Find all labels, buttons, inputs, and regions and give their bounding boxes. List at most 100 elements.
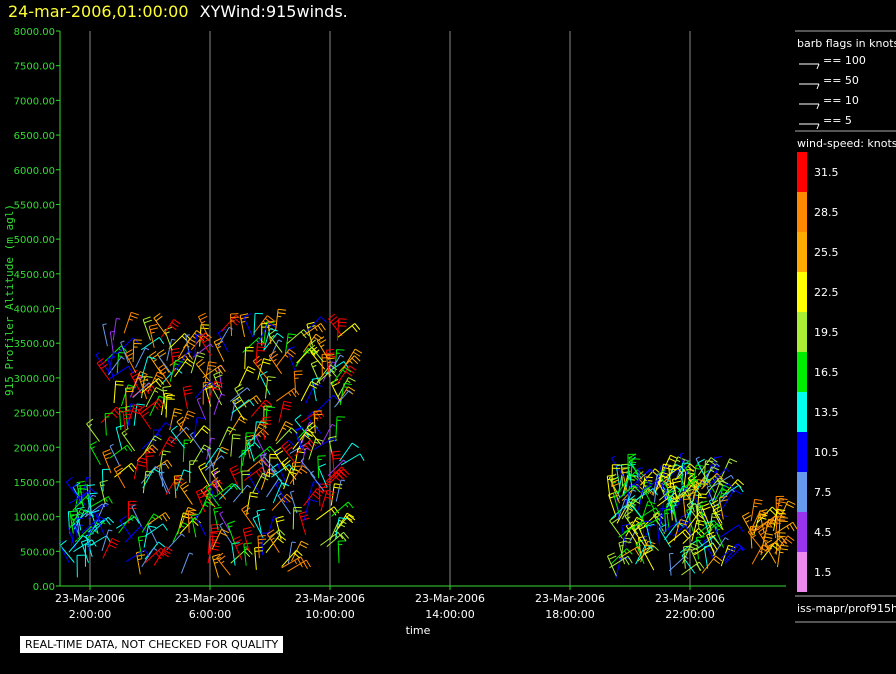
barb-flag: [340, 534, 347, 542]
barb-flag: [198, 312, 206, 318]
barb-flag: [179, 481, 187, 487]
wind-barb: [190, 513, 200, 538]
barb-flag: [688, 502, 696, 509]
barb-staff: [659, 508, 662, 531]
barb-flag: [754, 498, 763, 502]
wind-barb: [141, 547, 158, 568]
barb-flag: [713, 558, 721, 565]
wind-barb: [170, 425, 186, 449]
barb-flag: [113, 464, 122, 470]
barb-flag: [661, 471, 670, 476]
barb-flag: [119, 515, 127, 521]
barb-flag: [630, 487, 635, 492]
x-tick-time: 2:00:00: [69, 608, 111, 621]
barb-staff: [692, 479, 699, 502]
barb-flag: [291, 541, 296, 544]
wind-barb: [164, 326, 173, 351]
barb-flag: [125, 349, 133, 354]
barb-flag: [359, 453, 365, 462]
barb-flag: [174, 408, 183, 411]
barb-flag: [123, 413, 132, 416]
barb-flag: [246, 387, 251, 392]
x-axis-label: time: [406, 624, 431, 637]
barb-flag: [695, 501, 703, 507]
barb-flag: [86, 476, 91, 479]
wind-barb: [180, 552, 194, 574]
wind-barb: [611, 479, 621, 504]
barb-flag: [711, 516, 716, 518]
barb-staff: [81, 517, 99, 534]
barb-flag: [213, 384, 222, 388]
barb-flag: [779, 551, 784, 554]
barb-flag: [277, 312, 286, 315]
barb-flag: [728, 544, 737, 549]
barb-flag: [266, 406, 275, 408]
barb-staff: [703, 546, 709, 569]
barb-flag: [258, 469, 265, 477]
wind-barb: [192, 343, 214, 358]
barb-flag: [328, 435, 337, 439]
barb-flag: [270, 537, 275, 541]
barb-staff: [628, 523, 640, 544]
barb-flag: [211, 476, 219, 483]
barb-flag: [233, 317, 241, 324]
barb-flag: [198, 494, 207, 499]
barb-staff: [335, 517, 340, 540]
wind-barb: [266, 516, 278, 538]
barb-staff: [257, 536, 260, 559]
barb-staff: [300, 460, 316, 479]
barb-staff: [703, 540, 715, 561]
barb-flag: [146, 449, 151, 454]
y-tick-label: 4500.00: [14, 270, 55, 281]
wind-barb: [618, 540, 627, 565]
wind-barb: [104, 412, 114, 436]
barb-flag: [780, 536, 787, 544]
barb-flag: [195, 514, 200, 517]
barb-flag: [637, 546, 643, 554]
barb-staff: [339, 442, 353, 462]
barb-flag: [611, 518, 619, 524]
barb-flag: [141, 383, 146, 386]
wind-barb: [86, 418, 100, 442]
barb-staff: [84, 503, 103, 518]
barb-flag: [131, 311, 139, 316]
wind-barb: [75, 488, 97, 506]
barb-flag: [162, 371, 167, 375]
wind-barb: [287, 541, 296, 564]
barb-flag: [132, 337, 140, 344]
barb-flag: [258, 538, 267, 541]
timestamp-label: 24-mar-2006,01:00:00: [8, 2, 189, 21]
barb-flag: [667, 495, 672, 498]
barb-flag: [316, 411, 322, 420]
wind-barb: [189, 460, 198, 483]
wind-barb: [255, 342, 266, 366]
wind-barb: [182, 439, 193, 462]
barb-flag: [695, 467, 700, 470]
barb-staff: [272, 482, 283, 504]
barb-flag: [737, 543, 744, 550]
barb-flag: [245, 512, 250, 516]
barb-flag: [213, 506, 222, 510]
barb-staff: [58, 542, 70, 563]
wind-barb: [174, 358, 195, 378]
barb-staff: [764, 536, 782, 552]
barb-staff: [229, 387, 248, 402]
wind-barb: [135, 347, 150, 368]
barb-flag: [765, 532, 774, 536]
barb-flag: [170, 348, 180, 351]
wind-barb: [107, 352, 118, 374]
wind-barb: [271, 464, 295, 478]
barb-flag: [707, 534, 716, 539]
y-tick-label: 2000.00: [14, 443, 55, 454]
wind-barb: [679, 452, 688, 476]
barb-flag: [147, 356, 156, 360]
barb-staff: [328, 318, 343, 337]
barb-staff: [330, 382, 342, 403]
barb-flag: [288, 464, 295, 472]
barb-staff: [624, 515, 639, 535]
barb-flag: [743, 515, 752, 520]
barb-flag: [137, 460, 147, 464]
barb-flag: [197, 416, 206, 420]
barb-flag: [89, 441, 97, 446]
barb-flag: [228, 426, 237, 431]
